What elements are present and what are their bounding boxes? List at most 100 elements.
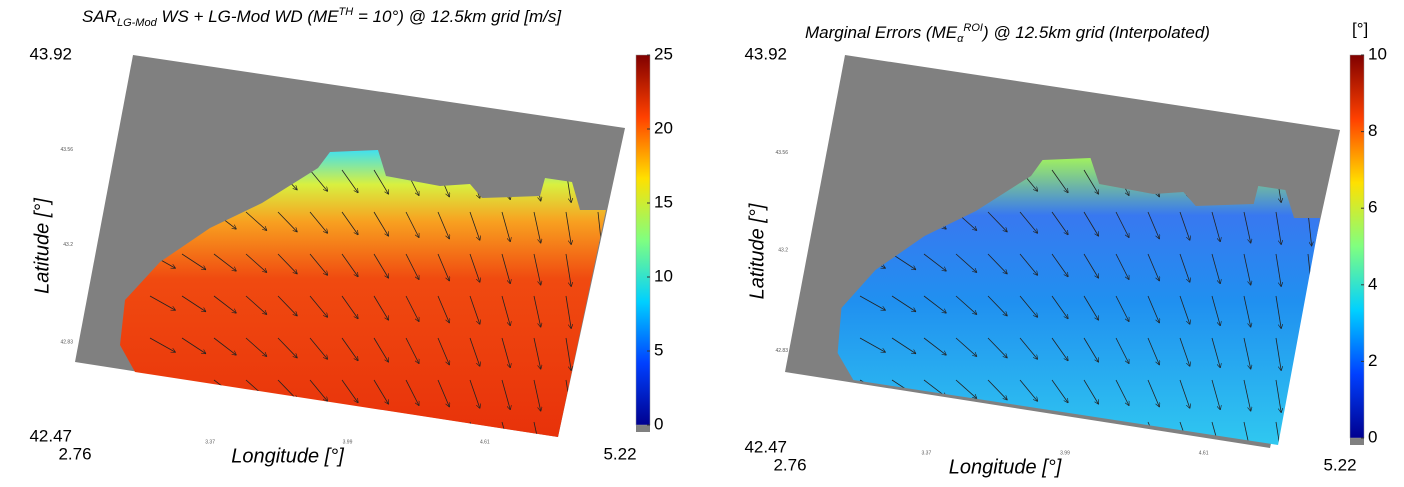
wind-arrow [533,337,541,369]
title-text: SAR [82,7,117,26]
wind-arrow [1147,379,1159,407]
wind-arrow [373,379,388,404]
wind-arrow [405,421,420,437]
wind-arrow [533,295,541,327]
wind-arrow [501,295,510,325]
wind-arrow [565,211,571,244]
lon-max: 5.22 [603,444,636,463]
colorbar-label: 6 [1368,198,1377,217]
wind-arrow [1147,211,1159,239]
wind-arrow [373,337,388,362]
wind-arrow [1019,337,1037,359]
wind-arrow [859,295,885,310]
colorbar-label: 8 [1368,121,1377,140]
wind-arrow [891,253,915,269]
wind-arrow [1179,295,1190,324]
title-text: ) @ 12.5km grid (Interpolated) [981,23,1210,42]
wind-arrow [1083,169,1098,194]
wind-arrow [469,337,480,366]
wind-arrow [1307,337,1312,371]
unit: [m/s] [523,7,562,26]
wind-arrow [891,337,915,353]
wind-arrow [923,295,946,313]
wind-arrow [437,337,449,365]
wind-arrow [1179,337,1190,366]
wind-arrow [213,295,236,313]
wind-arrow [597,295,602,329]
colorbar-label: 0 [1368,427,1377,446]
wind-arrow [597,379,602,413]
wind-arrow [955,295,976,314]
wind-arrow [437,211,449,239]
wind-arrow [923,337,946,355]
wind-arrow [405,295,419,321]
wind-arrow [341,169,358,192]
wind-arrow [437,379,449,407]
lon-tick: 4.61 [480,439,490,445]
lat-max: 43.92 [29,44,72,63]
wind-arrow [1051,379,1068,402]
wind-arrow [987,337,1007,358]
wind-arrow [533,421,542,437]
wind-arrow [987,253,1007,274]
wind-arrow [309,253,327,275]
wind-arrow [1211,295,1220,325]
wind-arrow [955,253,976,272]
wind-arrow [213,337,236,355]
wind-arrow [405,211,419,237]
wind-arrow [1019,211,1037,233]
lat-tick: 42.83 [60,339,73,345]
wind-arrow [277,337,297,358]
wind-arrow [955,379,976,398]
wind-arrow [1307,379,1312,413]
wind-arrow [1243,379,1251,411]
wind-arrow [987,295,1007,316]
wind-arrow [1051,337,1068,360]
wind-arrow [469,379,480,408]
colorbar-under [1350,438,1364,445]
wind-arrow [1083,421,1098,445]
wind-arrow [891,421,915,437]
lon-max: 5.22 [1323,455,1356,474]
wind-arrow [1275,295,1281,328]
wind-arrow [149,295,175,310]
wind-arrow [987,421,1007,442]
wind-arrow [1275,211,1281,244]
wind-arrow [1147,337,1159,365]
wind-arrow [341,253,358,276]
wind-arrow [181,295,205,311]
wind-arrow [181,421,205,437]
wind-arrow [923,253,946,271]
wind-arrow [469,253,480,282]
title-text: = 10°) @ 12.5km grid [353,7,520,26]
wind-arrow [1243,421,1252,445]
lat-min: 42.47 [29,426,72,445]
colorbar [1349,54,1365,439]
wind-arrow [373,211,388,236]
wind-arrow [373,169,388,194]
wind-arrow [277,295,297,316]
sea-field [120,150,606,437]
wind-arrow [341,295,358,318]
title-sup: TH [339,6,354,18]
wind-arrow [859,337,885,352]
wind-arrow [373,253,388,278]
y-axis-label: Latitude [°] [746,203,768,299]
wind-arrow [1051,295,1068,318]
wind-arrow [277,211,297,232]
wind-arrow [565,337,571,370]
wind-arrow [987,211,1007,232]
wind-arrow [1019,379,1037,401]
wind-arrow [1211,337,1220,367]
x-axis-label: Longitude [°] [231,445,344,467]
wind-arrow [277,421,298,437]
wind-arrow [1275,379,1281,412]
wind-arrow [309,379,327,401]
wind-arrow [181,253,205,269]
wind-arrow [405,337,419,363]
lon-min: 2.76 [773,455,806,474]
title-text: Marginal Errors (ME [805,23,958,42]
wind-arrow [923,421,946,439]
lon-tick: 3.37 [922,450,932,456]
wind-arrow [309,211,327,233]
